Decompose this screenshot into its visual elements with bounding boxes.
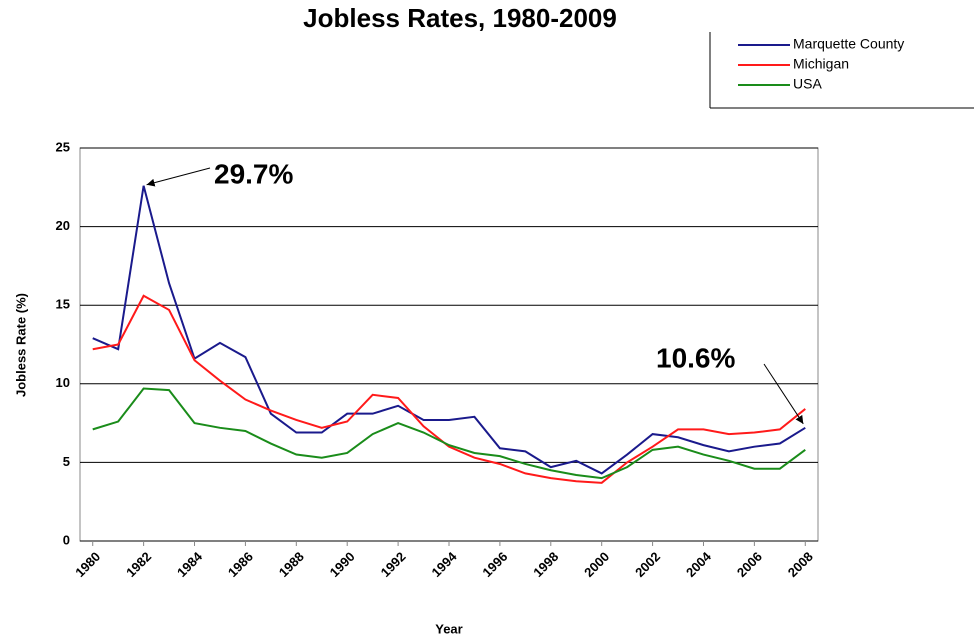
y-tick-label: 5 bbox=[63, 454, 70, 469]
x-tick-label: 1994 bbox=[428, 548, 460, 580]
annotation: 10.6% bbox=[656, 342, 735, 373]
y-tick-label: 0 bbox=[63, 532, 70, 547]
legend-label: USA bbox=[793, 76, 822, 92]
legend-label: Michigan bbox=[793, 56, 849, 72]
series-line bbox=[92, 294, 806, 484]
x-tick-label: 1990 bbox=[327, 549, 358, 580]
chart-title: Jobless Rates, 1980-2009 bbox=[303, 3, 617, 33]
annotation-arrow bbox=[763, 363, 804, 425]
x-tick-label: 1998 bbox=[530, 549, 561, 580]
x-tick-label: 1986 bbox=[225, 549, 256, 580]
y-tick-label: 15 bbox=[56, 297, 70, 312]
x-tick-label: 2004 bbox=[683, 548, 715, 580]
x-tick-label: 1982 bbox=[123, 549, 154, 580]
x-tick-label: 2006 bbox=[734, 549, 765, 580]
y-axis-label: Jobless Rate (%) bbox=[13, 293, 28, 397]
x-tick-label: 1980 bbox=[72, 549, 103, 580]
annotation: 29.7% bbox=[214, 158, 293, 189]
x-tick-label: 1984 bbox=[174, 548, 206, 580]
x-tick-label: 2000 bbox=[581, 549, 612, 580]
series-line bbox=[92, 185, 806, 475]
y-tick-label: 25 bbox=[56, 139, 70, 154]
x-tick-label: 2002 bbox=[632, 549, 663, 580]
x-axis-label: Year bbox=[435, 621, 462, 636]
x-tick-label: 2008 bbox=[785, 549, 816, 580]
y-tick-label: 20 bbox=[56, 218, 70, 233]
x-tick-label: 1992 bbox=[378, 549, 409, 580]
legend-label: Marquette County bbox=[793, 36, 904, 52]
annotation-arrow bbox=[146, 167, 211, 187]
y-tick-label: 10 bbox=[56, 375, 70, 390]
series-line bbox=[92, 387, 806, 480]
x-tick-label: 1996 bbox=[479, 549, 510, 580]
x-tick-label: 1988 bbox=[276, 549, 307, 580]
